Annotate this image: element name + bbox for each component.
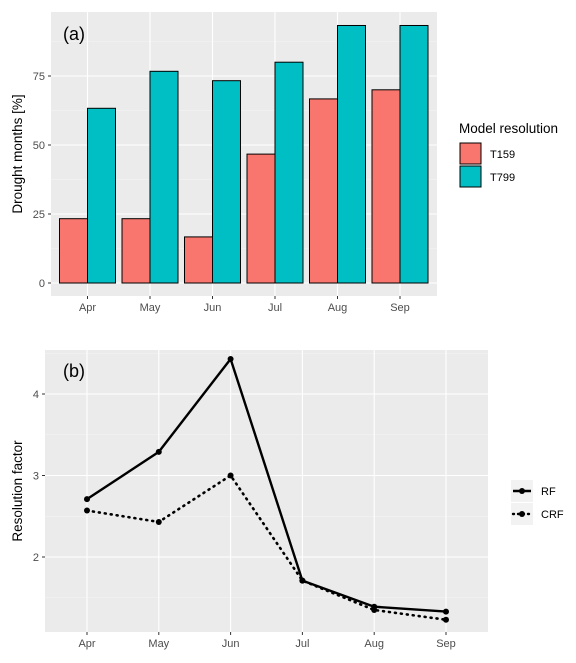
panel-b-series [84, 355, 449, 623]
panel-a-y-axis-title: Drought months [%] [10, 94, 25, 213]
x-tick-label: Sep [390, 302, 410, 314]
panel-b-gridlines [45, 350, 488, 632]
x-tick-label: May [148, 638, 169, 650]
bar-T159-Jul [246, 153, 276, 284]
point-RF-May [155, 448, 162, 455]
y-tick-label: 4 [33, 389, 39, 401]
bar-T159-Aug [309, 98, 338, 284]
point-CRF-Sep [443, 616, 449, 623]
legend-key-T159 [459, 142, 482, 165]
x-tick-label: Jun [204, 302, 222, 314]
x-tick-label: Jul [268, 302, 282, 314]
panel-b-legend: RF CRF [511, 480, 564, 525]
x-tick-label: Jun [222, 638, 240, 650]
y-tick-label: 2 [33, 552, 39, 564]
panel-b-y-axis-title: Resolution factor [10, 440, 25, 542]
bar-T159-Jun [184, 236, 213, 284]
bar-T799-Sep [399, 24, 429, 284]
panel-a-bars [59, 24, 429, 284]
x-tick-label: Aug [328, 302, 348, 314]
panel-b-label: (b) [63, 361, 85, 381]
x-tick-label: Apr [79, 302, 96, 314]
x-tick-label: Jul [295, 638, 309, 650]
y-tick-label: 0 [39, 278, 45, 290]
point-CRF-Aug [371, 606, 378, 613]
panel-a-label: (a) [63, 24, 85, 44]
y-tick-label: 50 [33, 140, 45, 152]
y-tick-label: 25 [33, 209, 45, 221]
legend-key-T799 [459, 165, 482, 188]
bar-T799-Jun [212, 80, 241, 284]
panel-a-x-ticks: Apr May Jun Jul Aug Sep [79, 296, 410, 314]
legend-key-point-RF [519, 488, 525, 494]
legend-label-T799: T799 [490, 172, 515, 184]
legend-label-T159: T159 [490, 149, 515, 161]
bar-T799-Apr [87, 107, 116, 284]
x-tick-label: Apr [78, 638, 95, 650]
point-RF-Apr [84, 496, 90, 503]
point-CRF-May [155, 518, 162, 525]
series-line-RF [86, 357, 447, 613]
panel-b-y-ticks: 2 3 4 [33, 389, 45, 564]
bar-T799-Jul [274, 61, 304, 284]
legend-key-point-CRF [519, 511, 525, 517]
bar-T159-Apr [59, 218, 88, 284]
panel-a-bar-chart: 0 25 50 75 Apr May Jun Jul Aug Sep (a) Drought m… [10, 12, 558, 314]
x-tick-label: May [140, 302, 161, 314]
series-line-CRF [85, 474, 448, 622]
x-tick-label: Sep [436, 638, 456, 650]
point-CRF-Jul [299, 577, 306, 584]
y-tick-label: 75 [33, 71, 45, 83]
y-tick-label: 3 [33, 471, 39, 483]
point-RF-Sep [443, 608, 449, 615]
panel-a-y-ticks: 0 25 50 75 [33, 71, 51, 290]
bar-T159-May [121, 218, 151, 284]
point-CRF-Jun [227, 472, 234, 479]
point-CRF-Apr [84, 507, 90, 514]
panel-b-line-chart: 2 3 4 Apr May Jun Jul Aug Sep (b) Resolution fa… [10, 350, 564, 650]
panel-b-x-ticks: Apr May Jun Jul Aug Sep [78, 632, 456, 650]
x-tick-label: Aug [364, 638, 384, 650]
legend-label-CRF: CRF [541, 509, 564, 521]
panel-a-legend-title: Model resolution [459, 121, 558, 136]
bar-T799-Aug [337, 24, 366, 284]
bar-T159-Sep [371, 89, 401, 284]
point-RF-Jun [227, 355, 234, 362]
panel-a-legend: Model resolution T159 T799 [459, 121, 558, 188]
bar-T799-May [149, 70, 179, 284]
panel-b-plot-background [45, 350, 488, 632]
legend-label-RF: RF [541, 486, 556, 498]
